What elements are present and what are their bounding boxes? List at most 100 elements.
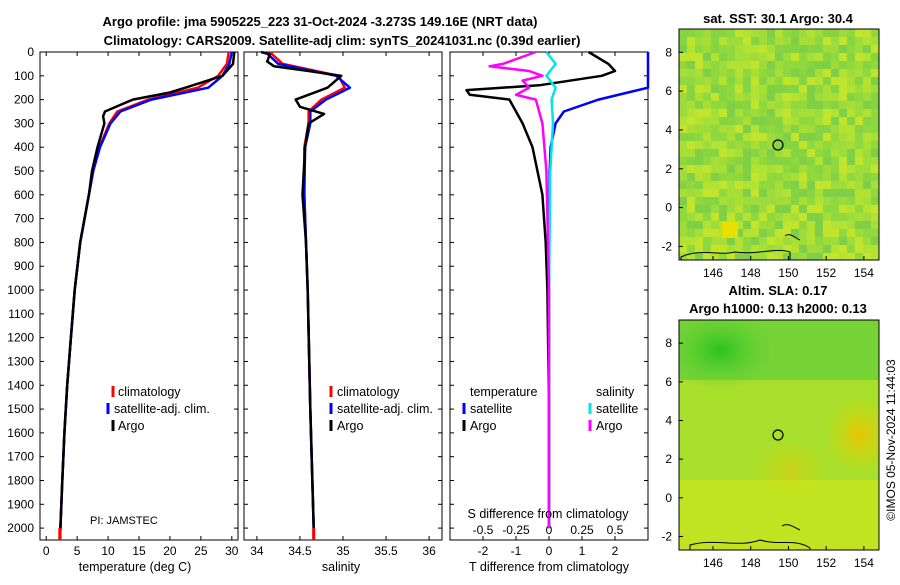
sst-cell [855,213,863,221]
sst-cell [855,173,863,181]
sst-cell [871,53,879,61]
sst-cell [871,157,879,165]
legend-diff-s-title: salinity [596,385,635,399]
sst-cell [799,69,807,77]
sst-cell [727,45,735,53]
sst-cell [863,229,871,237]
sst-cell [839,133,847,141]
sst-cell [791,125,799,133]
sst-cell [695,229,703,237]
difference-lines [465,50,650,529]
sst-cell [847,85,855,93]
sst-cell [815,61,823,69]
sst-cell [719,149,727,157]
x-tick-label: 35 [336,544,350,558]
x-tick-label: 0 [546,544,553,558]
sst-cell [807,45,815,53]
sst-cell [687,77,695,85]
salinity-legend: climatology satellite-adj. clim. Argo [329,385,433,433]
sst-cell [855,29,863,37]
sst-cell [711,165,719,173]
sst-cell [815,37,823,45]
sst-cell [815,245,823,253]
sst-cell [679,85,687,93]
sst-cell [871,237,879,245]
salinity-axes-frame [243,51,443,541]
sst-cell [847,197,855,205]
sst-cell [695,109,703,117]
sst-cell [743,221,751,229]
sst-cell [751,253,759,260]
sst-cell [807,213,815,221]
sst-cell [823,229,831,237]
sst-cell [767,37,775,45]
sst-cell [759,69,767,77]
sst-cell [759,117,767,125]
sst-cell [711,61,719,69]
sst-cell [767,173,775,181]
sst-cell [847,253,855,260]
sst-cell [783,117,791,125]
sst-cell [695,149,703,157]
sst-cell [839,77,847,85]
sst-cell [807,181,815,189]
sst-cell [767,221,775,229]
sst-cell [751,157,759,165]
difference-xlabel: T difference from climatology [469,560,630,574]
sst-cell [807,101,815,109]
sst-cell [847,237,855,245]
difference-panel: -2 -1 0 1 2 -0.5 -0.25 0 0.25 0.5 T difference fr… [449,50,650,574]
s-tick-label: -0.5 [473,523,494,537]
sst-cell [767,237,775,245]
sst-cell [727,117,735,125]
sst-cell [743,109,751,117]
sst-cell [727,141,735,149]
sst-cell [815,229,823,237]
sst-cell [727,245,735,253]
difference-legend: temperature salinity satellite Argo sate… [462,385,638,433]
sst-cell [815,213,823,221]
depth-tick-label: 600 [14,188,34,202]
sst-cell [727,69,735,77]
sst-cell [711,173,719,181]
sst-cell [839,53,847,61]
sst-warm-spot [722,222,738,238]
map-y-tick-label: 4 [665,414,672,428]
x-tick-label: 1 [579,544,586,558]
sst-cell [863,141,871,149]
sst-cell [863,245,871,253]
sst-cell [823,29,831,37]
sst-cell [711,93,719,101]
sst-cell [743,245,751,253]
map-x-tick-label: 152 [816,266,836,280]
sst-cell [799,141,807,149]
sst-cell [783,45,791,53]
sst-cell [855,149,863,157]
sst-cell [695,133,703,141]
sst-cell [759,141,767,149]
sst-cell [847,45,855,53]
depth-tick-label: 2000 [7,521,34,535]
sst-cell [743,101,751,109]
depth-tick-label: 200 [14,93,34,107]
sst-cell [863,53,871,61]
sst-cell [863,181,871,189]
sst-cell [799,85,807,93]
sst-cell [719,173,727,181]
sst-cell [847,189,855,197]
sst-cell [799,101,807,109]
sst-cell [775,165,783,173]
sst-cell [727,253,735,260]
sst-cell [695,189,703,197]
sst-cell [791,85,799,93]
sst-cell [743,53,751,61]
depth-tick-label: 0 [27,45,34,59]
sst-cell [703,117,711,125]
sst-cell [703,221,711,229]
sst-cell [719,29,727,37]
sst-cell [847,157,855,165]
sst-cell [751,221,759,229]
sst-cell [855,253,863,260]
sst-cell [719,245,727,253]
